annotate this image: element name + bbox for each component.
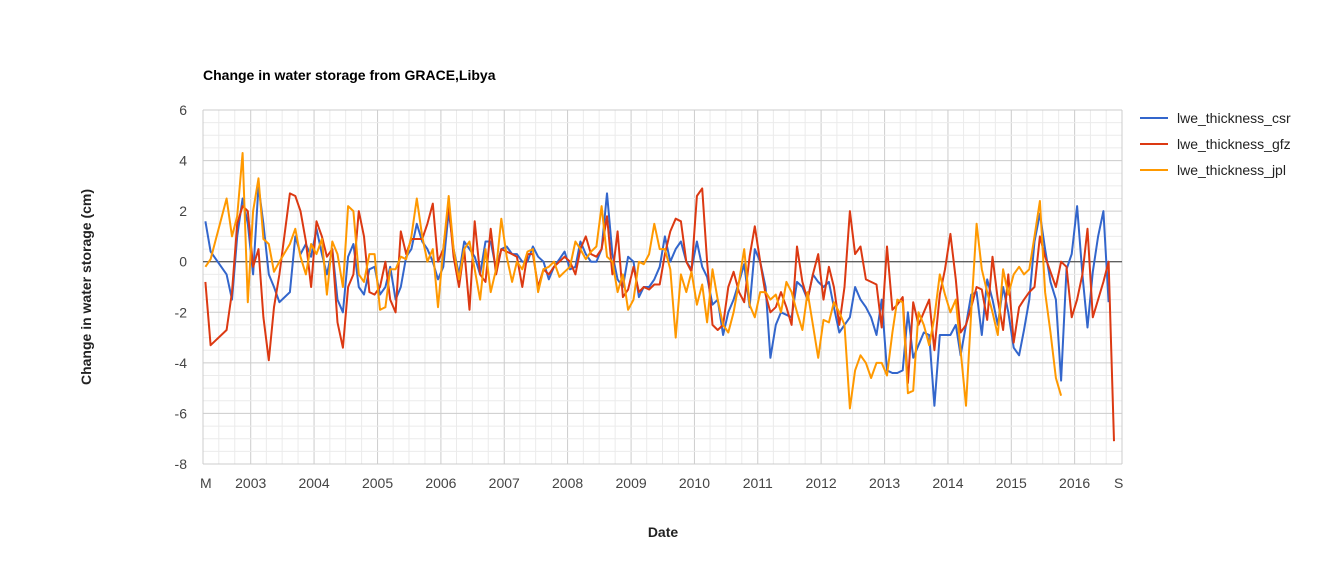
y-tick-label: 0 bbox=[179, 254, 187, 270]
x-tick-label: 2016 bbox=[1059, 475, 1090, 491]
y-tick-label: 2 bbox=[179, 203, 187, 219]
y-tick-label: -6 bbox=[175, 405, 188, 421]
x-tick-label: 2004 bbox=[298, 475, 329, 491]
series-lines bbox=[204, 152, 1115, 442]
grid-lines bbox=[202, 109, 1123, 465]
x-tick-label: 2009 bbox=[616, 475, 647, 491]
legend-label: lwe_thickness_csr bbox=[1177, 110, 1291, 126]
x-axis-ticks: M 2003 2004 2005 2006 2007 2008 2009 2010 2011 201… bbox=[200, 475, 1123, 491]
x-tick-label: 2003 bbox=[235, 475, 266, 491]
x-tick-label: 2007 bbox=[489, 475, 520, 491]
legend-label: lwe_thickness_jpl bbox=[1177, 162, 1286, 178]
x-tick-label: 2013 bbox=[869, 475, 900, 491]
x-tick-label: 2006 bbox=[425, 475, 456, 491]
series-line-lwe_thickness_jpl bbox=[204, 152, 1063, 410]
y-tick-label: -2 bbox=[175, 304, 188, 320]
x-tick-label: 2014 bbox=[932, 475, 963, 491]
x-tick-label: M bbox=[200, 475, 212, 491]
x-tick-label: 2005 bbox=[362, 475, 393, 491]
y-tick-label: -4 bbox=[175, 355, 188, 371]
x-tick-label: 2011 bbox=[743, 475, 773, 491]
y-tick-label: 4 bbox=[179, 153, 187, 169]
y-tick-label: 6 bbox=[179, 102, 187, 118]
y-axis-ticks: 6 4 2 0 -2 -4 -6 -8 bbox=[175, 102, 188, 472]
x-tick-label: 2008 bbox=[552, 475, 583, 491]
y-tick-label: -8 bbox=[175, 456, 188, 472]
x-tick-label: 2010 bbox=[679, 475, 710, 491]
x-tick-label: 2012 bbox=[806, 475, 837, 491]
x-tick-label: S bbox=[1114, 475, 1123, 491]
legend-label: lwe_thickness_gfz bbox=[1177, 136, 1291, 152]
series-line-lwe_thickness_gfz bbox=[204, 187, 1115, 442]
chart-title: Change in water storage from GRACE,Libya bbox=[203, 67, 496, 83]
x-tick-label: 2015 bbox=[996, 475, 1027, 491]
x-axis-title: Date bbox=[648, 524, 679, 540]
y-axis-title: Change in water storage (cm) bbox=[78, 189, 94, 385]
legend: lwe_thickness_csr lwe_thickness_gfz lwe_th… bbox=[1140, 110, 1291, 178]
